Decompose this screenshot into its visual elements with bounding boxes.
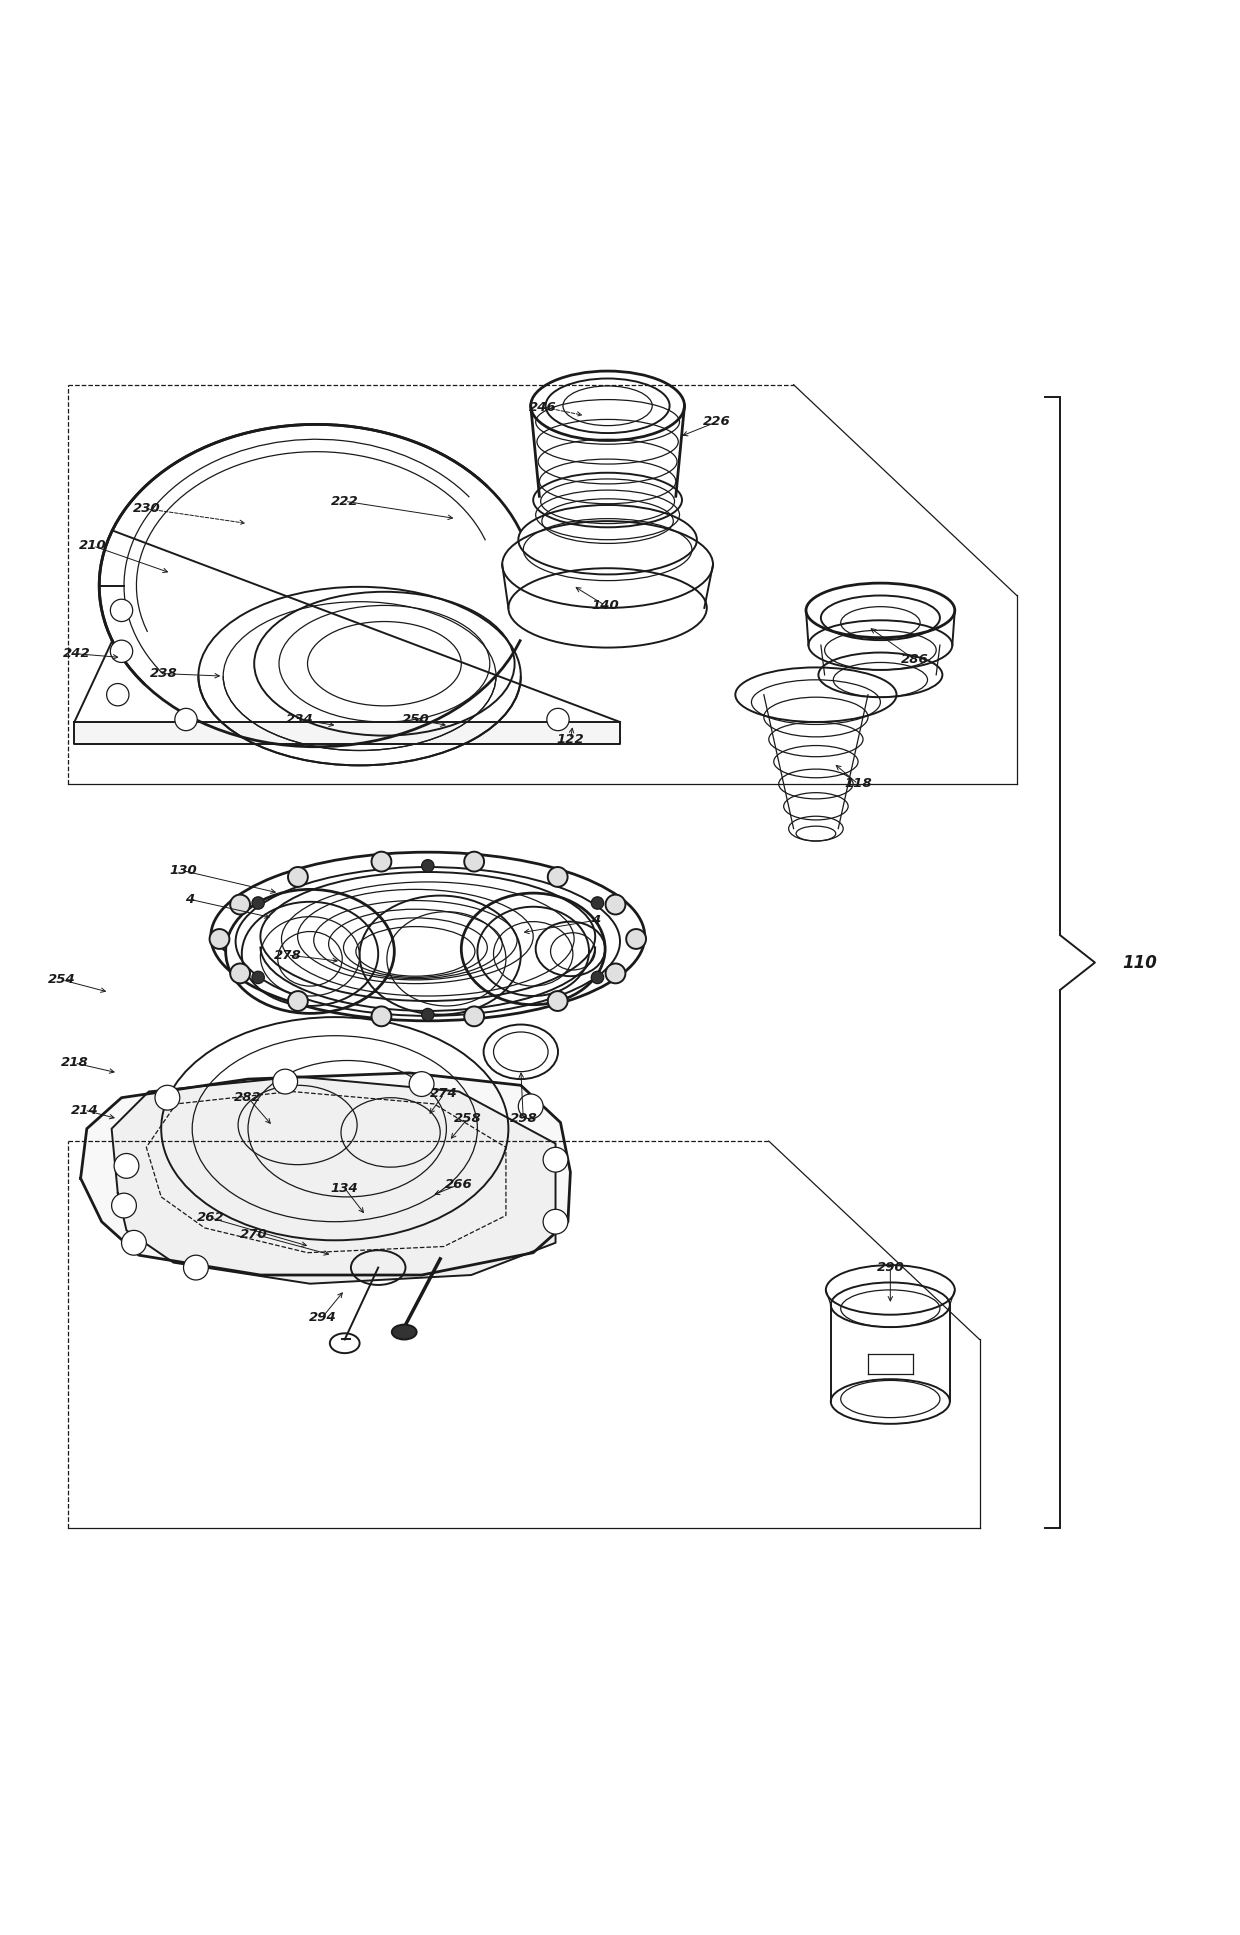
- Text: 246: 246: [529, 401, 557, 414]
- Text: 290: 290: [877, 1262, 904, 1273]
- Text: 4: 4: [590, 913, 600, 927]
- Text: 234: 234: [286, 712, 314, 726]
- Circle shape: [548, 991, 568, 1010]
- Circle shape: [107, 683, 129, 706]
- Circle shape: [110, 600, 133, 621]
- Circle shape: [543, 1209, 568, 1235]
- Polygon shape: [81, 1072, 570, 1275]
- Polygon shape: [112, 1076, 556, 1283]
- Text: 266: 266: [445, 1178, 472, 1192]
- Circle shape: [543, 1147, 568, 1173]
- Text: 242: 242: [63, 648, 91, 660]
- Text: 270: 270: [241, 1227, 268, 1240]
- Circle shape: [547, 708, 569, 731]
- Text: 222: 222: [331, 495, 358, 507]
- Text: 4: 4: [185, 892, 195, 906]
- Circle shape: [122, 1231, 146, 1256]
- Text: 262: 262: [197, 1211, 224, 1225]
- Polygon shape: [74, 722, 620, 745]
- Circle shape: [605, 894, 625, 915]
- Circle shape: [422, 859, 434, 873]
- Circle shape: [288, 991, 308, 1010]
- Circle shape: [252, 971, 264, 983]
- Circle shape: [184, 1256, 208, 1279]
- Circle shape: [252, 896, 264, 909]
- Circle shape: [591, 971, 604, 983]
- Circle shape: [288, 867, 308, 886]
- Text: 230: 230: [133, 503, 160, 515]
- Text: 218: 218: [61, 1057, 88, 1070]
- Text: 254: 254: [48, 973, 76, 987]
- Circle shape: [112, 1194, 136, 1217]
- Circle shape: [548, 867, 568, 886]
- Circle shape: [155, 1086, 180, 1111]
- Circle shape: [518, 1093, 543, 1118]
- Ellipse shape: [392, 1325, 417, 1339]
- Circle shape: [372, 851, 392, 871]
- Circle shape: [372, 1006, 392, 1026]
- Text: 130: 130: [170, 865, 197, 877]
- Circle shape: [110, 640, 133, 662]
- Circle shape: [175, 708, 197, 731]
- Text: 286: 286: [901, 654, 929, 666]
- Text: 298: 298: [510, 1113, 537, 1126]
- Circle shape: [210, 929, 229, 948]
- Text: 122: 122: [557, 733, 584, 745]
- Text: 250: 250: [402, 712, 429, 726]
- Circle shape: [626, 929, 646, 948]
- Text: 238: 238: [150, 668, 177, 679]
- Text: 274: 274: [430, 1087, 458, 1101]
- Circle shape: [605, 964, 625, 983]
- Text: 294: 294: [309, 1310, 336, 1324]
- Text: 214: 214: [71, 1103, 98, 1116]
- Circle shape: [114, 1153, 139, 1178]
- Text: 282: 282: [234, 1091, 262, 1105]
- Circle shape: [591, 896, 604, 909]
- Circle shape: [409, 1072, 434, 1097]
- Circle shape: [231, 964, 250, 983]
- Text: 110: 110: [1122, 954, 1157, 971]
- Circle shape: [273, 1070, 298, 1093]
- Text: 258: 258: [454, 1113, 481, 1126]
- Circle shape: [231, 894, 250, 915]
- Text: 140: 140: [591, 600, 619, 611]
- Circle shape: [464, 851, 484, 871]
- Text: 134: 134: [331, 1182, 358, 1194]
- Circle shape: [422, 1008, 434, 1022]
- Text: 278: 278: [274, 948, 301, 962]
- Text: 226: 226: [703, 416, 730, 428]
- Text: 118: 118: [844, 778, 872, 791]
- Text: 210: 210: [79, 540, 107, 551]
- Circle shape: [464, 1006, 484, 1026]
